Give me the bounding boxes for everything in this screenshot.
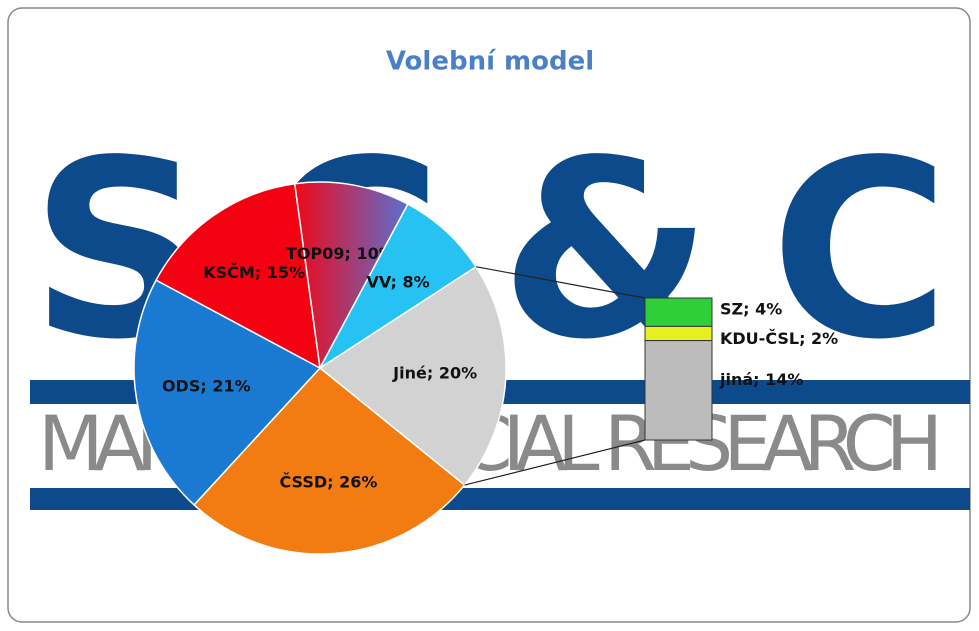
- pie-slice: [293, 181, 409, 371]
- connector: [475, 266, 646, 299]
- data-label: TOP09; 10%: [286, 244, 395, 263]
- pie-slice: [319, 203, 478, 369]
- data-label: KDU-ČSL; 2%: [720, 329, 838, 348]
- data-label: SZ; 4%: [720, 300, 782, 319]
- data-label: Jiné; 20%: [392, 364, 477, 383]
- connector: [464, 439, 646, 486]
- bar-segment: [644, 340, 713, 441]
- pie-slice: [318, 265, 507, 487]
- data-label: VV; 8%: [366, 273, 429, 292]
- pie-slice: [155, 182, 321, 370]
- pie-slice: [133, 279, 322, 506]
- logo-stripe: [30, 488, 970, 510]
- bar-segment: [644, 297, 713, 327]
- chart-title: Volební model: [386, 47, 594, 77]
- pie-slice: [193, 366, 466, 555]
- data-label: jiná; 14%: [719, 370, 803, 389]
- data-label: ODS; 21%: [162, 377, 251, 396]
- data-label: ČSSD; 26%: [279, 473, 377, 492]
- bar-segment: [644, 325, 713, 342]
- data-label: KSČM; 15%: [203, 263, 305, 282]
